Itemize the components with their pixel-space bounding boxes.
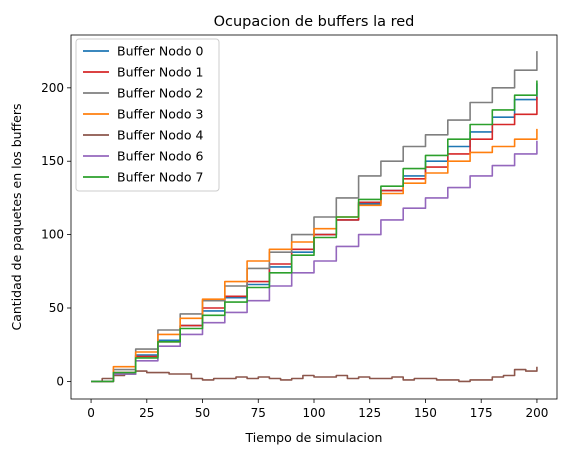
legend: Buffer Nodo 0 Buffer Nodo 1 Buffer Nodo 2 B… [75,38,220,192]
x-tick-label: 75 [251,406,266,420]
y-axis-label: Cantidad de paquetes en los buffers [9,103,24,330]
x-axis-ticks: 0 25 50 75 100 125 150 175 200 [87,399,548,420]
legend-label: Buffer Nodo 2 [117,86,203,101]
legend-label: Buffer Nodo 0 [117,44,203,59]
chart-title: Ocupacion de buffers la red [214,14,415,30]
series-line-buffer-nodo-2 [91,51,538,383]
x-tick-label: 200 [525,406,548,420]
series-lines [91,51,538,383]
x-tick-label: 150 [414,406,437,420]
series-line-buffer-nodo-7 [91,80,538,383]
legend-label: Buffer Nodo 6 [117,149,203,164]
legend-box [75,38,220,192]
y-tick-label: 50 [49,301,64,315]
series-line-buffer-nodo-3 [91,128,538,383]
y-tick-label: 0 [56,374,64,388]
series-line-buffer-nodo-6 [91,140,538,383]
x-axis-label: Tiempo de simulacion [245,430,383,445]
y-tick-label: 150 [41,154,64,168]
x-tick-label: 125 [358,406,381,420]
series-line-buffer-nodo-4 [91,366,538,383]
x-tick-label: 50 [195,406,210,420]
legend-label: Buffer Nodo 4 [117,128,203,143]
y-tick-label: 200 [41,81,64,95]
x-tick-label: 0 [87,406,95,420]
x-tick-label: 175 [470,406,493,420]
x-tick-label: 25 [139,406,154,420]
y-axis-ticks: 0 50 100 150 200 [41,81,71,388]
y-tick-label: 100 [41,228,64,242]
x-tick-label: 100 [303,406,326,420]
legend-label: Buffer Nodo 3 [117,107,203,122]
legend-label: Buffer Nodo 7 [117,170,203,185]
legend-label: Buffer Nodo 1 [117,65,203,80]
